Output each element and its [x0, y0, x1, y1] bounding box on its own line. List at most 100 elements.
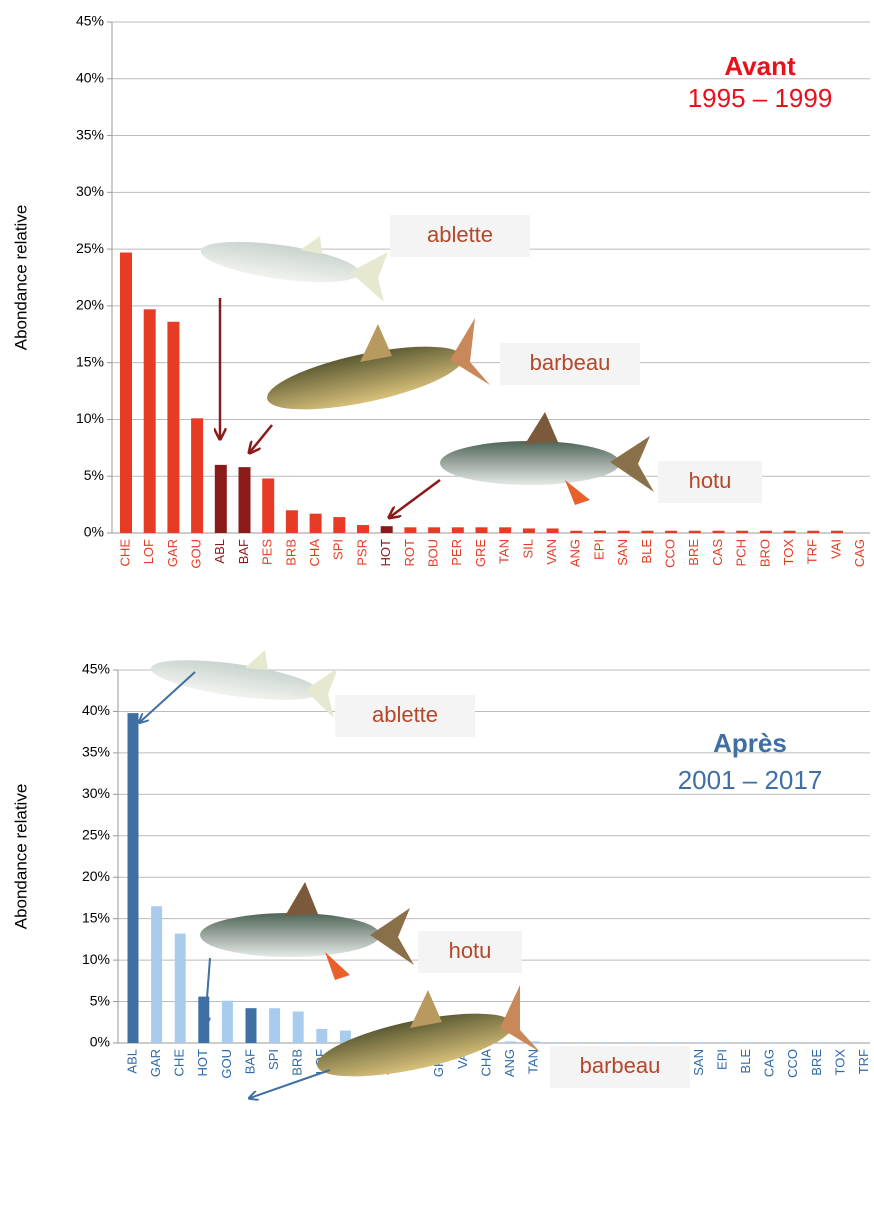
bar — [522, 528, 535, 533]
bar — [552, 1042, 564, 1043]
fish-barbeau — [317, 985, 540, 1077]
x-tick-label: PES — [260, 539, 275, 565]
x-tick-label: TRF — [856, 1049, 871, 1074]
bar — [357, 525, 369, 533]
bar — [717, 1042, 729, 1043]
bar — [221, 1000, 233, 1043]
x-tick-label: BRE — [686, 539, 701, 566]
bar — [712, 530, 725, 533]
bar — [665, 530, 678, 533]
bar — [316, 1028, 328, 1043]
bar — [783, 530, 796, 533]
annotation: hotu — [689, 468, 732, 493]
x-tick-label: BAF — [242, 1049, 257, 1074]
bar — [404, 527, 417, 533]
y-tick-label: 5% — [90, 992, 110, 1008]
x-tick-label: CHA — [478, 1049, 493, 1077]
bar — [670, 1042, 682, 1043]
x-tick-label: SIL — [520, 539, 535, 559]
x-tick-label: CAS — [710, 539, 725, 566]
fish-barbeau — [267, 318, 490, 410]
bar — [811, 1042, 823, 1043]
x-tick-label: BOU — [426, 539, 441, 567]
x-tick-label: GOU — [219, 1049, 234, 1079]
bar — [428, 527, 441, 533]
x-tick-label: VAI — [828, 539, 843, 559]
bar — [788, 1042, 800, 1043]
bar — [127, 713, 139, 1043]
y-tick-label: 40% — [76, 69, 104, 85]
bar — [151, 906, 163, 1043]
x-tick-label: BRO — [757, 539, 772, 567]
annotation: Avant — [724, 51, 796, 81]
x-tick-label: BAF — [236, 539, 251, 564]
y-tick-label: 30% — [76, 183, 104, 199]
x-tick-label: BRB — [290, 1049, 305, 1076]
y-tick-label: 10% — [76, 410, 104, 426]
y-tick-label: 35% — [82, 744, 110, 760]
bar — [807, 530, 820, 533]
bar — [214, 464, 227, 533]
chart-panel: 0% 5% 10% 15% 20% 25% 30% 35% 40% 45% Abondance re… — [11, 13, 867, 569]
y-tick-label: 20% — [82, 868, 110, 884]
y-tick-label: 20% — [76, 297, 104, 313]
y-tick-label: 30% — [82, 785, 110, 801]
x-tick-label: VAN — [544, 539, 559, 565]
bar — [764, 1042, 776, 1043]
annotation: Après — [713, 728, 787, 758]
x-tick-label: CHE — [172, 1049, 187, 1077]
bar — [528, 1041, 540, 1043]
bar — [570, 530, 583, 533]
bar — [693, 1042, 705, 1043]
annotation: 1995 – 1999 — [688, 83, 833, 113]
annotation: hotu — [449, 938, 492, 963]
annotation: ablette — [427, 222, 493, 247]
bar — [499, 527, 512, 533]
x-tick-label: GOU — [189, 539, 204, 569]
x-tick-label: TOX — [832, 1049, 847, 1076]
bar — [174, 933, 186, 1043]
y-tick-label: 0% — [84, 524, 104, 540]
bar — [292, 1011, 304, 1043]
bar — [617, 530, 630, 533]
arrow — [140, 671, 196, 722]
y-tick-label: 15% — [76, 353, 104, 369]
bar — [741, 1042, 753, 1043]
x-tick-label: GRE — [473, 539, 488, 568]
bar — [623, 1042, 635, 1043]
x-tick-label: PCH — [734, 539, 749, 566]
annotation-box — [390, 215, 530, 257]
x-tick-label: CHA — [307, 539, 322, 567]
bar — [575, 1042, 587, 1043]
x-tick-label: TOX — [781, 539, 796, 566]
y-tick-label: 10% — [82, 951, 110, 967]
x-tick-label: CCO — [663, 539, 678, 568]
bar — [143, 309, 156, 533]
bar — [191, 418, 204, 533]
bar — [120, 252, 132, 534]
bar — [262, 478, 275, 533]
annotation-box — [418, 931, 522, 973]
x-tick-label: CAG — [762, 1049, 777, 1077]
x-tick-label: LOF — [141, 539, 156, 564]
x-tick-label: ANG — [568, 539, 583, 567]
fish-hotu — [440, 412, 654, 505]
bar — [198, 996, 210, 1043]
x-tick-label: CAG — [852, 539, 867, 567]
bar — [594, 530, 606, 533]
bar — [546, 528, 559, 533]
annotation-box — [658, 461, 762, 503]
arrow — [250, 424, 273, 452]
bar — [451, 527, 464, 533]
x-tick-label: GAR — [165, 539, 180, 567]
x-tick-label: SPI — [331, 539, 346, 560]
fish-ablette — [200, 236, 388, 302]
bar — [759, 530, 772, 533]
annotation: barbeau — [530, 350, 611, 375]
fish-ablette — [150, 650, 338, 718]
x-tick-label: EPI — [714, 1049, 729, 1070]
bar — [380, 526, 393, 533]
y-tick-label: 45% — [76, 13, 104, 29]
y-tick-label: 45% — [82, 661, 110, 677]
arrow — [390, 478, 441, 517]
